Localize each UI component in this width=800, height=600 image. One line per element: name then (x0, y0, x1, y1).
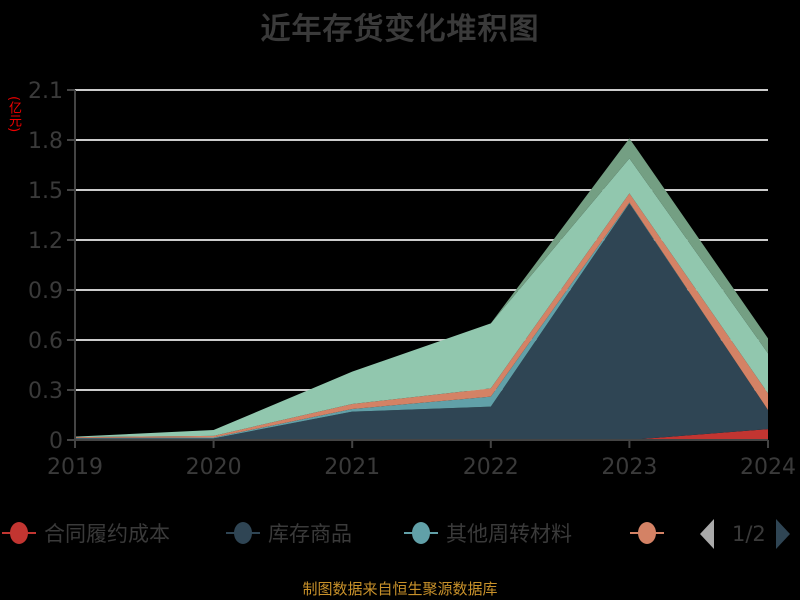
chart-title: 近年存货变化堆积图 (260, 12, 540, 47)
legend-label: 库存商品 (268, 522, 352, 546)
legend-marker-icon (226, 518, 260, 548)
y-tick-label: 2.1 (28, 79, 63, 104)
y-tick-label: 0 (49, 429, 63, 454)
x-tick-label: 2019 (47, 455, 103, 480)
legend-marker-icon (630, 518, 664, 548)
prev-page-icon[interactable] (700, 519, 714, 549)
x-tick-label: 2024 (740, 455, 796, 480)
data-source-note: 制图数据来自恒生聚源数据库 (302, 580, 498, 598)
y-axis-unit: (亿元) (6, 96, 21, 133)
y-tick-label: 1.5 (28, 179, 63, 204)
legend-item-contract-cost[interactable]: 合同履约成本 (2, 518, 170, 548)
x-tick-label: 2021 (324, 455, 380, 480)
area-series (75, 138, 768, 440)
legend-marker-icon (404, 518, 438, 548)
next-page-icon[interactable] (775, 519, 790, 549)
legend-item-series-4[interactable] (630, 518, 672, 548)
legend-marker-icon (2, 518, 36, 548)
legend-label: 其他周转材料 (446, 522, 572, 546)
y-tick-label: 0.3 (28, 379, 63, 404)
legend-page-indicator: 1/2 (732, 522, 766, 546)
x-tick-label: 2022 (463, 455, 519, 480)
legend-item-inventory-goods[interactable]: 库存商品 (226, 518, 352, 548)
y-tick-label: 1.8 (28, 129, 63, 154)
axes: 0 0.3 0.6 0.9 1.2 1.5 1.8 2.1 2019 2020 2021 2022 20… (28, 79, 796, 480)
x-tick-label: 2023 (601, 455, 657, 480)
area-series-合同履约成本[interactable] (75, 429, 768, 440)
y-tick-label: 0.6 (28, 329, 63, 354)
stacked-area-chart: 0 0.3 0.6 0.9 1.2 1.5 1.8 2.1 2019 2020 2021 2022 20… (28, 79, 796, 480)
area-series-库存商品[interactable] (75, 203, 768, 440)
legend-label: 合同履约成本 (44, 522, 170, 546)
legend-item-other-materials[interactable]: 其他周转材料 (404, 518, 572, 548)
y-tick-label: 1.2 (28, 229, 63, 254)
x-tick-label: 2020 (186, 455, 242, 480)
legend-pager: 1/2 (700, 518, 790, 550)
area-series-(series 5)[interactable] (75, 158, 768, 438)
legend: 合同履约成本 库存商品 其他周转材料 (0, 518, 800, 550)
y-tick-label: 0.9 (28, 279, 63, 304)
